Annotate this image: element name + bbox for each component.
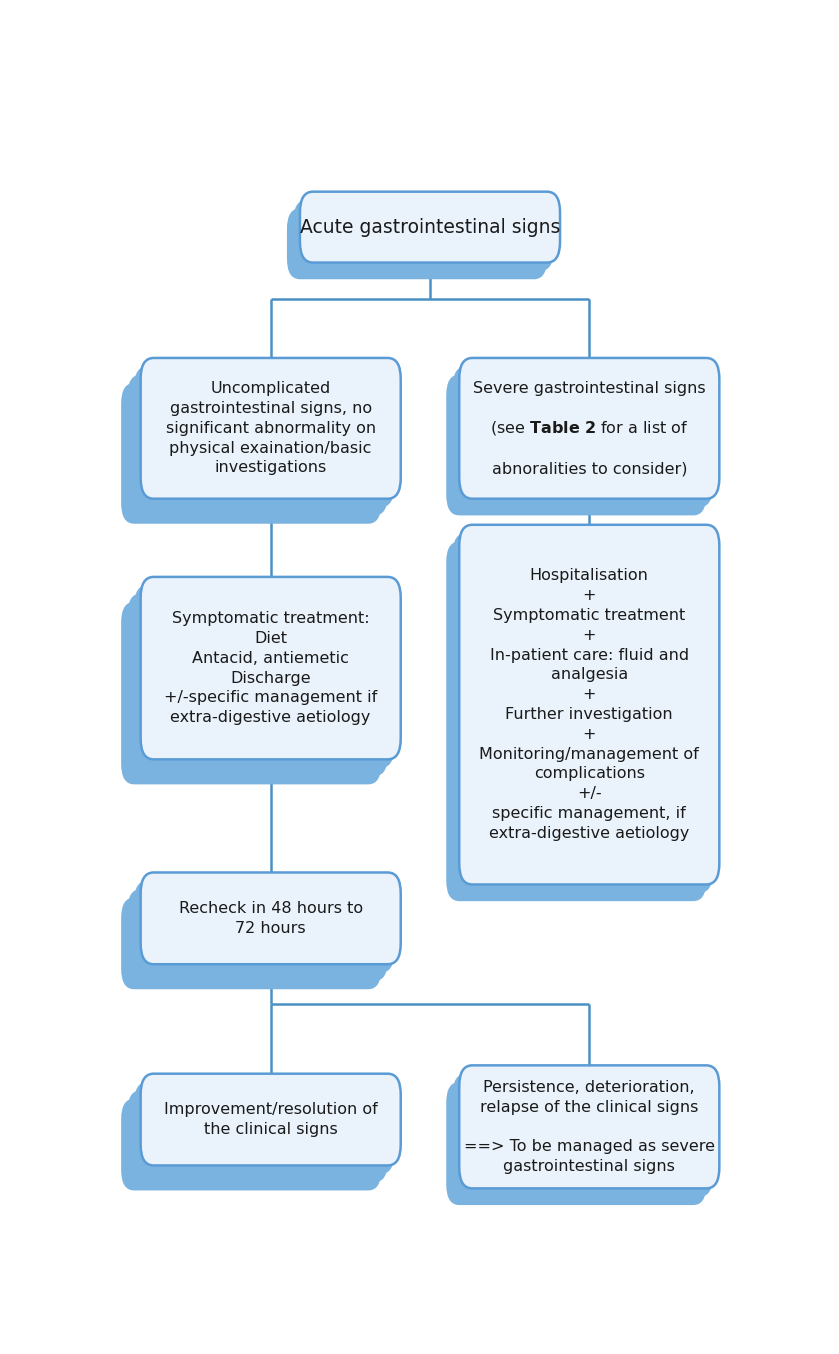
Text: Persistence, deterioration,
relapse of the clinical signs

==> To be managed as : Persistence, deterioration, relapse of t… [464,1079,715,1174]
FancyBboxPatch shape [128,593,388,776]
FancyBboxPatch shape [134,1082,394,1174]
FancyBboxPatch shape [121,603,381,784]
FancyBboxPatch shape [121,1098,381,1190]
FancyBboxPatch shape [446,542,706,902]
FancyBboxPatch shape [300,192,560,263]
FancyBboxPatch shape [128,1090,388,1182]
FancyBboxPatch shape [446,1082,706,1205]
FancyBboxPatch shape [453,1074,713,1197]
FancyBboxPatch shape [141,1074,401,1166]
Text: Uncomplicated
gastrointestinal signs, no
significant abnormality on
physical exa: Uncomplicated gastrointestinal signs, no… [165,382,376,475]
FancyBboxPatch shape [134,585,394,768]
Text: Hospitalisation
+
Symptomatic treatment
+
In-patient care: fluid and
analgesia
+: Hospitalisation + Symptomatic treatment … [479,569,699,841]
FancyBboxPatch shape [141,872,401,964]
Text: Improvement/resolution of
the clinical signs: Improvement/resolution of the clinical s… [164,1102,378,1137]
Text: Symptomatic treatment:
Diet
Antacid, antiemetic
Discharge
+/-specific management: Symptomatic treatment: Diet Antacid, ant… [164,611,378,726]
FancyBboxPatch shape [128,375,388,516]
FancyBboxPatch shape [121,383,381,524]
FancyBboxPatch shape [453,367,713,506]
Text: Severe gastrointestinal signs: Severe gastrointestinal signs [473,380,706,395]
Text: Recheck in 48 hours to
72 hours: Recheck in 48 hours to 72 hours [179,900,362,936]
FancyBboxPatch shape [128,890,388,980]
Text: abnoralities to consider): abnoralities to consider) [492,462,687,477]
FancyBboxPatch shape [141,357,401,498]
FancyBboxPatch shape [459,525,719,884]
FancyBboxPatch shape [453,533,713,892]
FancyBboxPatch shape [121,898,381,990]
FancyBboxPatch shape [134,367,394,506]
FancyBboxPatch shape [134,881,394,972]
Text: Acute gastrointestinal signs: Acute gastrointestinal signs [300,218,560,237]
FancyBboxPatch shape [459,357,719,498]
FancyBboxPatch shape [287,209,547,279]
FancyBboxPatch shape [294,200,554,271]
FancyBboxPatch shape [459,1066,719,1189]
Text: (see $\mathbf{Table\ 2}$ for a list of: (see $\mathbf{Table\ 2}$ for a list of [490,420,689,437]
FancyBboxPatch shape [446,375,706,516]
FancyBboxPatch shape [141,577,401,760]
